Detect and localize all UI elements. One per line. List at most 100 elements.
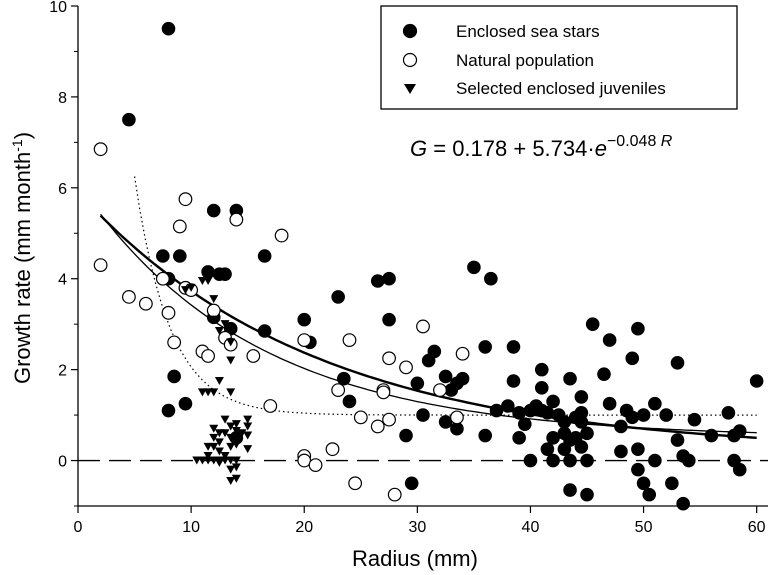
point-selected-juvenile	[220, 456, 230, 465]
point-enclosed-sea-star	[625, 410, 640, 425]
point-natural-population	[382, 412, 396, 427]
point-enclosed-sea-star	[534, 381, 549, 395]
point-enclosed-sea-star	[614, 419, 628, 434]
point-enclosed-sea-star	[574, 440, 589, 454]
point-selected-juvenile	[231, 440, 241, 449]
y-axis-title-main: Growth rate (mm month	[10, 152, 35, 384]
point-natural-population	[263, 399, 278, 413]
point-selected-juvenile	[226, 356, 236, 365]
point-enclosed-sea-star	[370, 274, 385, 288]
point-enclosed-sea-star	[438, 369, 453, 384]
x-tick-label: 50	[635, 519, 653, 536]
point-natural-population	[246, 349, 261, 363]
point-enclosed-sea-star	[512, 406, 526, 420]
point-enclosed-sea-star	[540, 442, 555, 456]
x-tick-label: 30	[408, 519, 426, 536]
point-enclosed-sea-star	[331, 290, 345, 304]
point-enclosed-sea-star	[563, 483, 577, 497]
point-selected-juvenile	[197, 456, 207, 465]
point-enclosed-sea-star	[501, 399, 515, 413]
point-selected-juvenile	[226, 465, 236, 474]
point-enclosed-sea-star	[438, 415, 453, 429]
point-natural-population	[416, 319, 430, 334]
point-selected-juvenile	[203, 388, 213, 397]
point-selected-juvenile	[226, 422, 236, 431]
point-selected-juvenile	[209, 315, 219, 324]
point-selected-juvenile	[203, 452, 213, 460]
point-selected-juvenile	[220, 415, 230, 424]
point-selected-juvenile	[220, 452, 230, 460]
y-tick-label: 10	[49, 0, 67, 16]
point-enclosed-sea-star	[631, 321, 645, 336]
point-enclosed-sea-star	[122, 112, 136, 127]
point-selected-juvenile	[226, 477, 236, 485]
point-enclosed-sea-star	[416, 408, 430, 422]
point-selected-juvenile	[231, 420, 241, 429]
point-natural-population	[331, 383, 346, 397]
x-tick-label: 20	[295, 519, 313, 536]
point-selected-juvenile	[226, 338, 236, 347]
point-enclosed-sea-star	[427, 344, 442, 359]
point-natural-population	[178, 192, 193, 207]
y-tick-label: 6	[58, 181, 67, 198]
y-tick-label: 2	[58, 363, 67, 380]
point-selected-juvenile	[214, 377, 224, 385]
x-tick-label: 0	[74, 519, 83, 536]
point-enclosed-sea-star	[687, 412, 702, 427]
point-enclosed-sea-star	[399, 428, 413, 443]
y-axis-title: Growth rate (mm month-1)	[9, 132, 35, 384]
y-tick-label: 8	[58, 90, 67, 107]
point-natural-population	[206, 303, 221, 318]
point-enclosed-sea-star	[489, 403, 504, 418]
point-enclosed-sea-star	[218, 267, 232, 281]
point-selected-juvenile	[226, 388, 236, 397]
point-selected-juvenile	[231, 427, 241, 435]
equation-exp-var: R	[661, 133, 673, 150]
y-axis-title-end: )	[10, 132, 35, 139]
point-natural-population	[399, 360, 413, 375]
point-enclosed-sea-star	[670, 356, 685, 370]
point-enclosed-sea-star	[534, 362, 549, 377]
point-natural-population	[382, 351, 396, 366]
point-enclosed-sea-star	[161, 21, 176, 36]
point-enclosed-sea-star	[478, 340, 493, 354]
point-selected-juvenile	[226, 456, 236, 465]
point-enclosed-sea-star	[404, 476, 419, 491]
x-axis-title: Radius (mm)	[352, 546, 478, 571]
point-selected-juvenile	[231, 456, 241, 465]
point-enclosed-sea-star	[156, 249, 170, 263]
point-enclosed-sea-star	[546, 431, 560, 445]
legend-marker-natural	[402, 52, 418, 68]
point-enclosed-sea-star	[337, 371, 351, 386]
point-enclosed-sea-star	[382, 271, 396, 286]
point-enclosed-sea-star	[546, 394, 560, 409]
point-enclosed-sea-star	[506, 374, 521, 388]
point-enclosed-sea-star	[297, 312, 312, 327]
y-axis-title-sup: -1	[9, 139, 25, 152]
point-selected-juvenile	[243, 445, 253, 454]
point-enclosed-sea-star	[450, 421, 464, 436]
point-enclosed-sea-star	[597, 367, 611, 381]
point-selected-juvenile	[243, 431, 253, 440]
point-selected-juvenile	[186, 283, 196, 292]
point-natural-population	[274, 228, 289, 243]
point-enclosed-sea-star	[665, 476, 679, 491]
point-enclosed-sea-star	[257, 249, 272, 263]
point-selected-juvenile	[197, 388, 207, 397]
point-natural-population	[450, 410, 464, 425]
data-points	[93, 21, 764, 511]
point-enclosed-sea-star	[682, 453, 696, 468]
point-enclosed-sea-star	[563, 371, 577, 386]
point-selected-juvenile	[243, 422, 253, 431]
point-selected-juvenile	[203, 277, 213, 285]
point-enclosed-sea-star	[455, 371, 470, 386]
point-selected-juvenile	[209, 456, 219, 465]
point-enclosed-sea-star	[342, 394, 357, 409]
point-enclosed-sea-star	[670, 433, 685, 447]
point-selected-juvenile	[192, 456, 202, 465]
point-natural-population	[353, 410, 368, 425]
point-natural-population	[348, 476, 363, 491]
point-selected-juvenile	[231, 463, 241, 472]
point-natural-population	[342, 333, 357, 347]
point-enclosed-sea-star	[574, 390, 589, 404]
